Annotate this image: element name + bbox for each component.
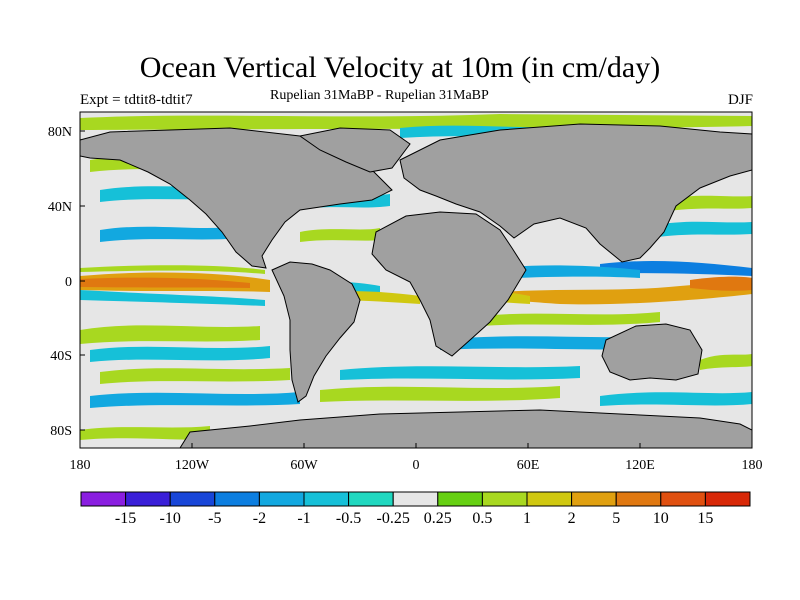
lon-label: 120E — [625, 458, 655, 473]
south-america — [271, 261, 361, 403]
colorbar-swatch — [704, 491, 751, 507]
colorbar-swatch — [437, 491, 483, 507]
colorbar-label: 1 — [523, 510, 531, 527]
experiment-label: Expt = tdtit8-tdtit7 — [80, 92, 193, 108]
colorbar-label: -0.5 — [336, 510, 361, 527]
lon-label: 180 — [70, 458, 91, 473]
colorbar: -15 -10 -5 -2 -1 -0.5 -0.25 0.25 0.5 1 2 5 10 15 — [80, 491, 751, 527]
colorbar-swatch — [526, 491, 573, 507]
colorbar-label: -5 — [208, 510, 221, 527]
colorbar-swatch — [258, 491, 305, 507]
colorbar-label: -1 — [297, 510, 310, 527]
colorbar-label: -0.25 — [377, 510, 410, 527]
lat-label: 80S — [50, 424, 72, 439]
colorbar-label: 2 — [568, 510, 576, 527]
colorbar-label: 15 — [697, 510, 713, 527]
lat-labels: 80N 40N 0 40S 80S — [48, 125, 72, 439]
colorbar-swatch — [481, 491, 528, 507]
lon-ticks — [79, 443, 753, 448]
colorbar-swatch — [214, 491, 260, 507]
colorbar-swatch — [80, 491, 127, 507]
colorbar-label: 0.25 — [424, 510, 452, 527]
map-plot: 180 120W 60W 0 60E 120E 180 80N 40N 0 40… — [48, 111, 763, 473]
greenland — [298, 127, 411, 173]
colorbar-label: -2 — [253, 510, 266, 527]
lat-label: 80N — [48, 125, 72, 140]
lon-label: 120W — [175, 458, 210, 473]
colorbar-label: 10 — [653, 510, 669, 527]
colorbar-swatch — [169, 491, 216, 507]
season-label: DJF — [727, 92, 753, 108]
lon-label: 60E — [517, 458, 540, 473]
map-title: Ocean Vertical Velocity at 10m (in cm/da… — [139, 51, 661, 84]
colorbar-label: 5 — [612, 510, 620, 527]
colorbar-label: 0.5 — [472, 510, 492, 527]
africa — [371, 211, 527, 357]
colorbar-swatch — [571, 491, 617, 507]
colorbar-swatch — [303, 491, 350, 507]
colorbar-swatch — [660, 491, 706, 507]
eurasia — [399, 123, 753, 263]
lat-label: 0 — [65, 275, 72, 290]
colorbar-swatch — [348, 491, 394, 507]
australia — [601, 323, 703, 381]
colorbar-swatch — [392, 491, 439, 507]
lon-label: 60W — [290, 458, 318, 473]
colorbar-swatch — [125, 491, 171, 507]
land-masses — [79, 123, 753, 449]
colorbar-label: -10 — [160, 510, 181, 527]
subtitle-label: Rupelian 31MaBP - Rupelian 31MaBP — [270, 88, 489, 103]
colorbar-label: -15 — [115, 510, 136, 527]
lat-ticks — [80, 130, 85, 431]
lon-labels: 180 120W 60W 0 60E 120E 180 — [70, 458, 763, 473]
colorbar-swatch — [615, 491, 662, 507]
lat-label: 40N — [48, 200, 72, 215]
lon-label: 0 — [413, 458, 420, 473]
lon-label: 180 — [742, 458, 763, 473]
lat-label: 40S — [50, 349, 72, 364]
